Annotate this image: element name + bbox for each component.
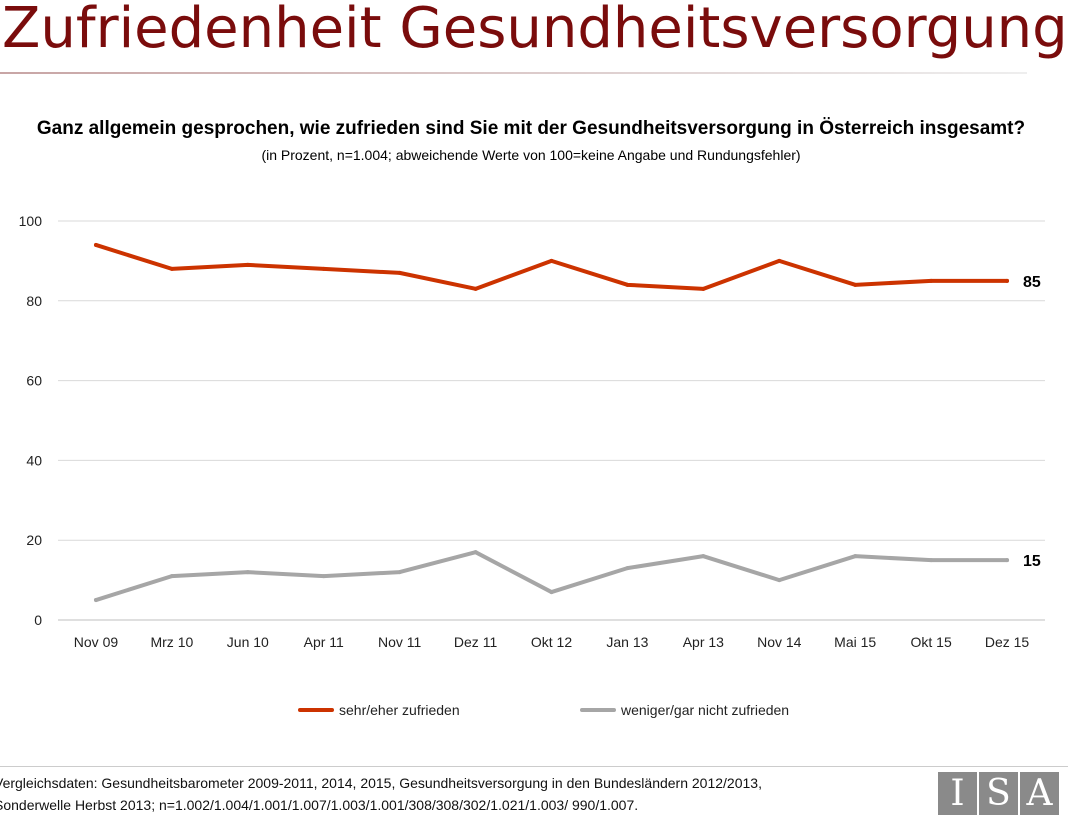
chart-series: 85 15 (93, 242, 1041, 603)
data-point (1005, 558, 1010, 563)
data-point (245, 570, 250, 575)
x-tick-label: Jun 10 (227, 634, 269, 650)
y-tick-label: 0 (34, 612, 42, 628)
data-point (625, 282, 630, 287)
data-point (777, 578, 782, 583)
data-point (473, 286, 478, 291)
legend-label: weniger/gar nicht zufrieden (620, 702, 789, 718)
x-tick-label: Nov 14 (757, 634, 802, 650)
x-tick-label: Okt 12 (531, 634, 572, 650)
source-line-1: Vergleichsdaten: Gesundheitsbarometer 20… (0, 775, 762, 791)
logo-letter-s: S (979, 772, 1018, 815)
data-point (853, 282, 858, 287)
data-point (929, 558, 934, 563)
end-value-label: 85 (1023, 274, 1041, 291)
title-divider (0, 72, 1027, 74)
logo-letter-a: A (1020, 772, 1059, 815)
y-tick-label: 60 (26, 373, 42, 389)
data-point (321, 266, 326, 271)
data-point (625, 566, 630, 571)
logo-letter-i: I (938, 772, 977, 815)
x-tick-label: Okt 15 (910, 634, 951, 650)
x-axis-ticks: Nov 09 Mrz 10 Jun 10 Apr 11 Nov 11 Dez 11 Okt … (74, 634, 1030, 650)
data-point (777, 258, 782, 263)
x-tick-label: Jan 13 (606, 634, 648, 650)
y-tick-label: 100 (19, 213, 43, 229)
data-point (549, 258, 554, 263)
data-point (397, 270, 402, 275)
x-tick-label: Mrz 10 (150, 634, 193, 650)
y-tick-label: 40 (26, 452, 42, 468)
data-point (321, 574, 326, 579)
x-tick-label: Nov 11 (378, 634, 422, 650)
x-tick-label: Dez 11 (454, 634, 498, 650)
x-tick-label: Apr 13 (683, 634, 724, 650)
x-tick-label: Nov 09 (74, 634, 119, 650)
source-note: Vergleichsdaten: Gesundheitsbarometer 20… (0, 772, 924, 816)
chart-legend: sehr/eher zufrieden weniger/gar nicht zuf… (298, 702, 789, 718)
data-point (549, 590, 554, 595)
footer-divider (0, 766, 1068, 767)
isa-logo: I S A (938, 772, 1059, 815)
chart-note: (in Prozent, n=1.004; abweichende Werte … (261, 147, 801, 163)
source-line-2: Sonderwelle Herbst 2013; n=1.002/1.004/1… (0, 797, 639, 813)
legend-label: sehr/eher zufrieden (339, 702, 460, 718)
slide-title: Zufriedenheit Gesundheitsversorgung (2, 0, 1068, 61)
data-point (169, 574, 174, 579)
y-tick-label: 80 (26, 293, 42, 309)
x-tick-label: Dez 15 (985, 634, 1030, 650)
data-point (853, 554, 858, 559)
chart-grid (58, 220, 1045, 621)
data-point (701, 286, 706, 291)
data-point (245, 262, 250, 267)
x-tick-label: Mai 15 (834, 634, 876, 650)
end-value-label: 15 (1023, 553, 1041, 570)
data-point (1005, 278, 1010, 283)
data-point (93, 598, 98, 603)
x-tick-label: Apr 11 (304, 634, 344, 650)
data-point (169, 266, 174, 271)
chart-question: Ganz allgemein gesprochen, wie zufrieden… (36, 118, 1026, 139)
series-line-1 (93, 242, 1010, 291)
data-point (93, 242, 98, 247)
data-point (929, 278, 934, 283)
y-tick-label: 20 (26, 532, 42, 548)
data-point (701, 554, 706, 559)
y-axis-ticks: 0 20 40 60 80 100 (19, 213, 43, 628)
data-point (397, 570, 402, 575)
data-point (473, 550, 478, 555)
